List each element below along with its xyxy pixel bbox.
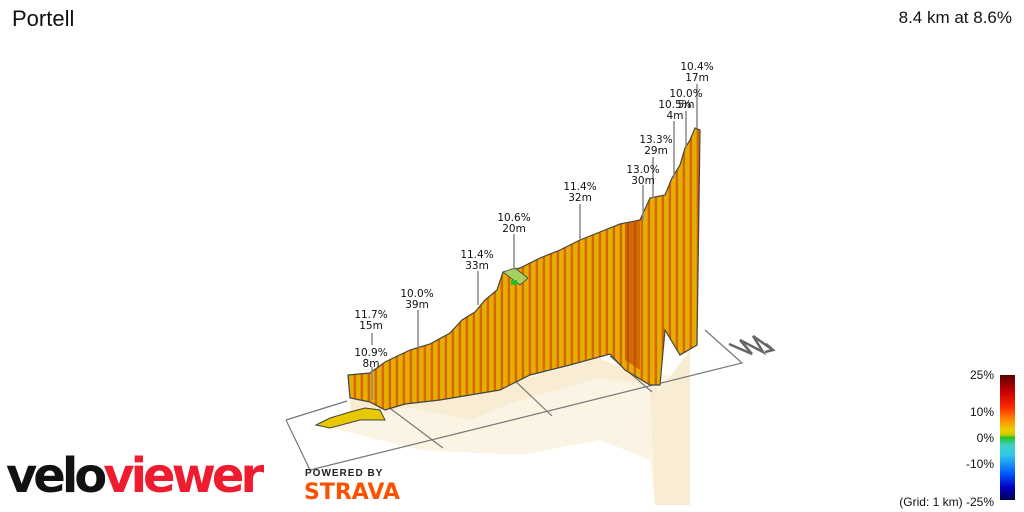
annotation-4-gradient: 10.6% [497,212,530,224]
strava-logo: STRAVA [304,480,400,505]
annotation-0-gradient: 10.9% [354,347,387,359]
annotation-10-gradient: 10.4% [680,61,713,73]
annotation-1-length: 15m [359,320,383,332]
annotation-1-gradient: 11.7% [354,309,387,321]
annotation-7-gradient: 13.3% [639,134,672,146]
veloviewer-logo: veloviewer [6,452,264,500]
logo-viewer: viewer [103,448,264,504]
annotation-5-length: 32m [568,192,592,204]
segment-summary: 8.4 km at 8.6% [898,8,1012,27]
annotation-3-gradient: 11.4% [460,249,493,261]
annotation-5-gradient: 11.4% [563,181,596,193]
grid-note: (Grid: 1 km) [899,495,963,509]
annotation-0-length: 8m [363,358,380,370]
annotation-2-gradient: 10.0% [400,288,433,300]
annotation-2-length: 39m [405,299,429,311]
annotation-9-length: 5m [678,99,695,111]
segment-title: Portell [12,6,75,31]
annotation-3-length: 33m [465,260,489,272]
annotation-8-gradient: 10.5% [658,99,691,111]
annotation-6-gradient: 13.0% [626,164,659,176]
legend-tick-25: 25% [969,368,994,382]
annotation-6-length: 30m [631,175,655,187]
elevation-wall [347,127,701,411]
legend-tick-minus25: -25% [965,495,994,509]
legend-tick-0: 0% [976,431,994,445]
annotation-9-gradient: 10.0% [669,88,702,100]
annotation-8-length: 4m [667,110,684,122]
annotation-7-length: 29m [644,145,668,157]
annotation-4-length: 20m [502,223,526,235]
gradient-color-scale [1000,375,1015,500]
legend-tick-minus10: -10% [965,457,994,471]
legend-tick-minus25-row: (Grid: 1 km) -25% [899,495,994,509]
annotation-leaders [371,84,698,400]
logo-velo: velo [6,448,107,504]
annotation-10-length: 17m [685,72,709,84]
legend-tick-10: 10% [969,405,994,419]
annotation-labels: 10.9% 8m 11.7% 15m 10.0% 39m 11.4% 33m 1… [354,61,713,370]
north-arrow-icon [728,334,776,356]
powered-by-label: POWERED BY [305,468,384,479]
